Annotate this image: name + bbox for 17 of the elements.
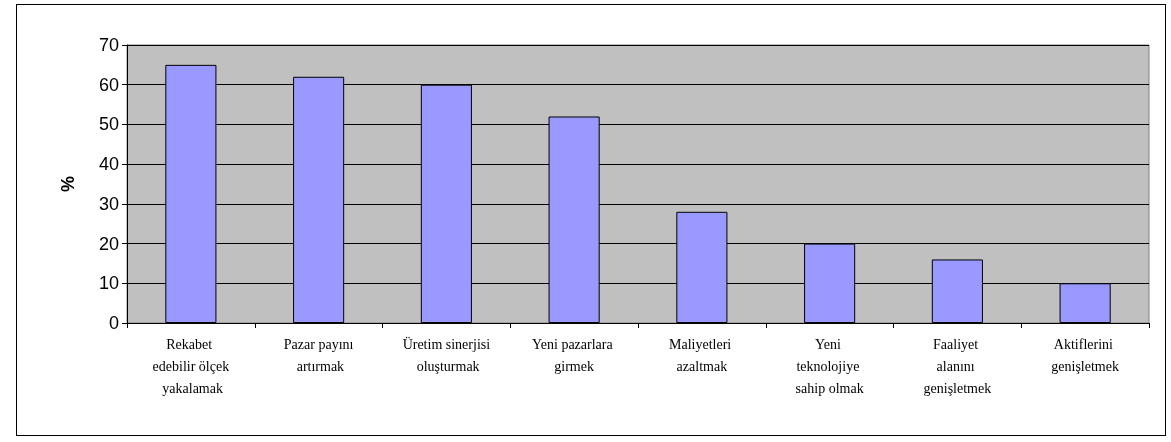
x-tick-label: Yeni pazarlara girmek <box>532 336 617 374</box>
x-tick-label: Maliyetleri azaltmak <box>669 336 735 374</box>
x-tick-label: Rekabet edebilir ölçek yakalamak <box>152 336 230 396</box>
x-tick-label: Yeni teknolojiye sahip olmak <box>795 336 864 396</box>
x-tick-label: Aktiflerini genişletmek <box>1051 336 1119 374</box>
y-tick-label: 10 <box>98 273 119 294</box>
y-tick-label: 40 <box>98 154 119 175</box>
y-tick-label: 70 <box>98 35 119 55</box>
x-tick-label: Pazar payını artırmak <box>283 336 354 374</box>
x-tick-label: Üretim sinerjisi oluşturmak <box>402 335 491 374</box>
y-tick-label: 60 <box>98 74 119 95</box>
x-tick-label: Faaliyet alanını genişletmek <box>923 336 992 396</box>
y-tick-label: 0 <box>108 313 119 333</box>
y-tick-label: 20 <box>98 233 119 254</box>
y-tick-label: 30 <box>98 193 119 214</box>
y-axis-title: % <box>58 175 78 193</box>
y-tick-label: 50 <box>98 114 119 135</box>
